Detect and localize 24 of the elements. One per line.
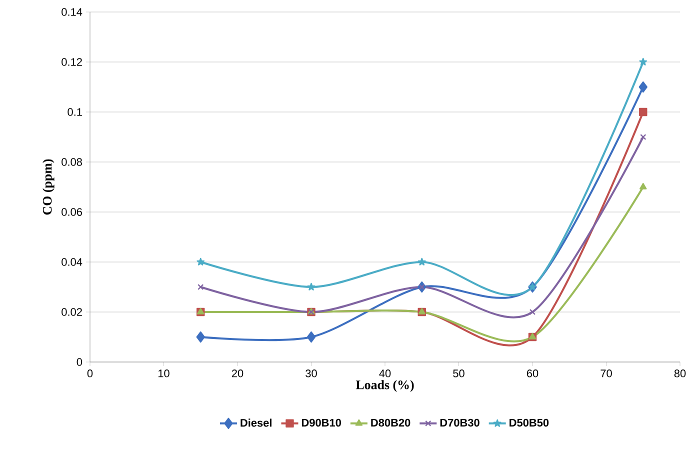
x-tick-label: 30 <box>306 370 317 378</box>
legend-label: D80B20 <box>371 418 410 427</box>
x-tick-label: 0 <box>87 370 93 378</box>
legend-label: D70B30 <box>440 418 480 427</box>
x-tick-label: 50 <box>453 370 464 378</box>
y-axis-title: CO (ppm) <box>42 159 54 215</box>
y-tick-label: 0.06 <box>62 208 82 216</box>
y-tick-label: 0.1 <box>68 108 82 116</box>
x-tick-label: 10 <box>158 370 170 378</box>
legend-label: Diesel <box>240 418 272 427</box>
x-axis-title: Loads (%) <box>356 380 414 392</box>
y-tick-label: 0.02 <box>62 308 82 316</box>
x-tick-label: 60 <box>526 370 538 378</box>
y-tick-label: 0.08 <box>62 158 82 166</box>
y-tick-label: 0.14 <box>62 8 82 16</box>
x-tick-label: 80 <box>674 370 686 378</box>
y-tick-label: 0.04 <box>62 258 82 266</box>
y-tick-label: 0 <box>76 358 82 366</box>
legend-label: D90B10 <box>302 418 341 427</box>
x-tick-label: 20 <box>232 370 244 378</box>
x-tick-label: 70 <box>600 370 612 378</box>
legend-label: D50B50 <box>510 418 549 427</box>
y-tick-label: 0.12 <box>62 58 82 66</box>
x-tick-label: 40 <box>379 370 391 378</box>
